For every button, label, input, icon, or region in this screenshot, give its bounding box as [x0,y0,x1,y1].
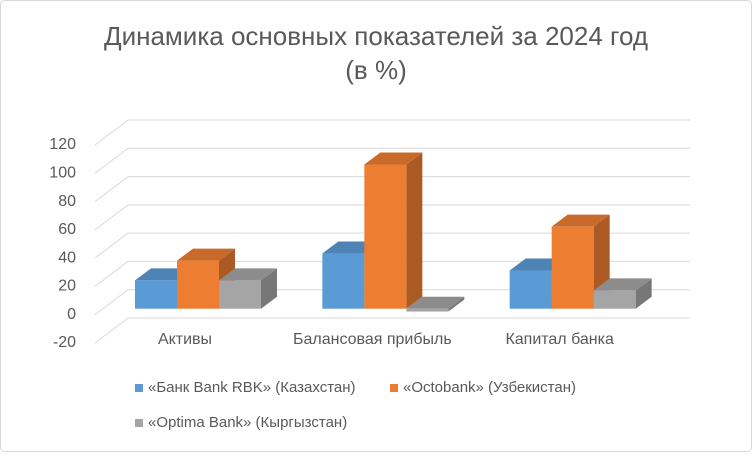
bar-side [261,268,277,309]
legend-label: «Optima Bank» (Кыргызстан) [148,414,347,431]
bar-top [406,296,465,309]
bar [177,260,219,309]
grid-line [94,176,690,202]
bar-top [177,248,235,261]
chart-subtitle: (в %) [345,55,406,85]
x-tick-label: Балансовая прибыль [293,331,452,348]
y-tick-label: 0 [67,306,76,323]
legend-label: «Octobank» (Узбекистан) [403,379,576,396]
bar-top [593,278,652,291]
bar [219,280,261,309]
y-tick-label: 20 [58,278,76,295]
grid-line [94,232,690,259]
y-tick-label: 80 [58,193,76,210]
grid-line [94,260,690,287]
bar [593,290,636,309]
grid-line [94,204,690,231]
y-tick-label: 40 [58,249,76,266]
legend-marker [135,384,143,392]
bar-top [364,152,423,165]
bar [364,164,407,309]
bar [135,280,177,309]
x-tick-label: Активы [158,331,212,348]
bar [509,270,552,309]
legend-marker [390,384,398,392]
bar-top [219,268,277,281]
y-tick-label: 100 [49,165,76,182]
legend-marker [135,419,143,427]
bar-side [406,152,423,309]
bar-side [448,296,465,312]
grid-line [94,317,690,344]
y-tick-label: -20 [53,334,76,351]
bar-side [635,278,652,309]
chart-title: Динамика основных показателей за 2024 го… [104,21,648,51]
bar [322,253,365,309]
bar [551,226,594,309]
bar-top [551,214,610,227]
legend-label: «Банк Bank RBK» (Казахстан) [148,379,356,396]
grid-line [94,119,690,146]
grid-line [94,289,690,316]
y-tick-label: 120 [49,136,76,153]
bar [406,308,449,312]
x-tick-label: Капитал банка [505,331,614,348]
y-tick-label: 60 [58,221,76,238]
grid-line [94,147,690,174]
